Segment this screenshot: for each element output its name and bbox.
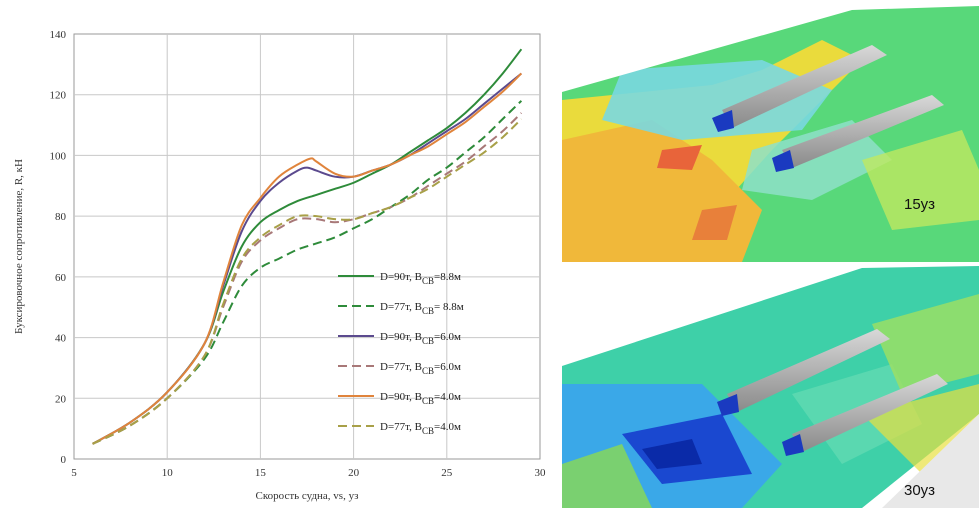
y-tick-label: 0 [61, 454, 67, 466]
y-tick-label: 40 [55, 333, 67, 345]
y-tick-label: 20 [55, 393, 67, 405]
legend-entry-2: D=77т, BCB= 8.8м [380, 301, 464, 316]
series-line-6 [92, 118, 523, 445]
panel-label-30: 30уз [904, 482, 936, 499]
y-axis-title: Буксировочное сопротивление, R, кН [13, 159, 25, 334]
x-tick-label: 15 [255, 467, 267, 479]
cfd-panel-30knots: 30уз [562, 264, 979, 508]
series-line-5 [92, 72, 523, 445]
x-tick-label: 30 [535, 467, 547, 479]
x-tick-label: 10 [162, 467, 174, 479]
y-tick-label: 120 [50, 90, 67, 102]
y-tick-label: 140 [50, 29, 67, 41]
y-tick-label: 80 [55, 211, 67, 223]
series-line-2 [92, 100, 523, 445]
x-tick-label: 5 [71, 467, 77, 479]
legend-entry-4: D=77т, BCB=6.0м [380, 361, 461, 376]
resistance-chart: 5 10 15 20 25 30 0 20 40 60 80 100 120 140 Скорость су… [13, 29, 547, 502]
y-tick-label: 100 [50, 150, 67, 162]
legend-entry-3: D=90т, BCB=6.0м [380, 331, 461, 346]
x-axis-title: Скорость судна, vs, уз [256, 490, 359, 502]
x-tick-label: 25 [441, 467, 453, 479]
legend-entry-1: D=90т, BCB=8.8м [380, 271, 461, 286]
x-tick-label: 20 [348, 467, 360, 479]
panel-label-15: 15уз [904, 196, 936, 213]
legend-entry-6: D=77т, BCB=4.0м [380, 421, 461, 436]
legend-entry-5: D=90т, BCB=4.0м [380, 391, 461, 406]
cfd-panel-15knots: 15уз [562, 0, 979, 262]
y-tick-label: 60 [55, 272, 67, 284]
